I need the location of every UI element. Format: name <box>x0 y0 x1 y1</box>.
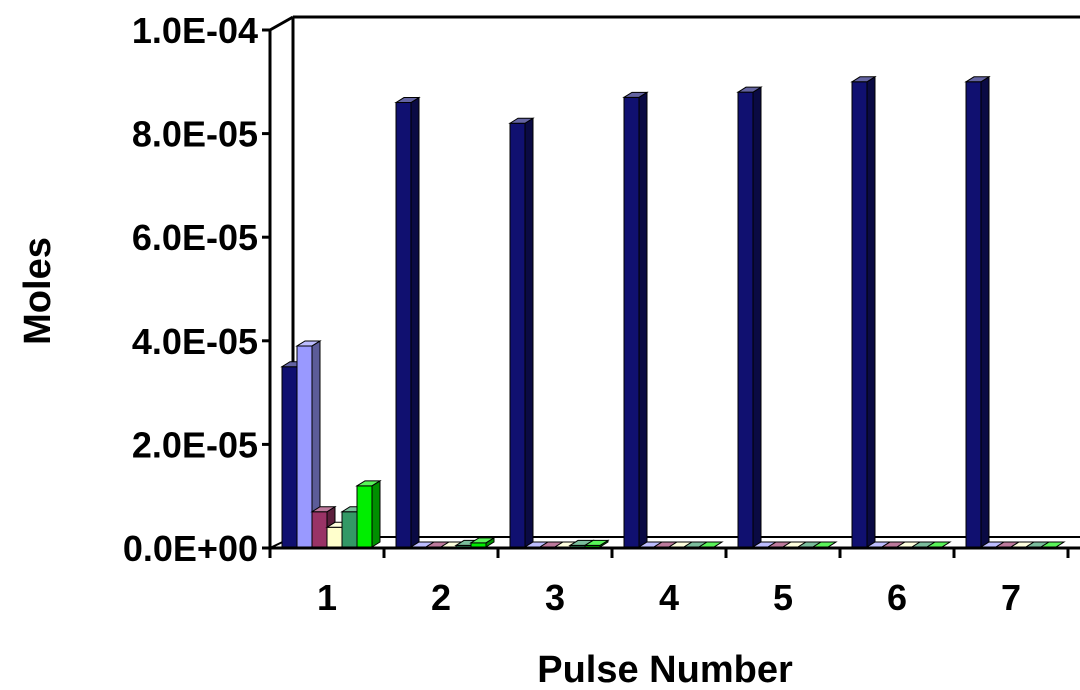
x-tick-label: 4 <box>659 577 679 618</box>
chart-walls <box>268 15 1080 549</box>
y-axis-title: Moles <box>17 237 59 345</box>
x-tick-label: 3 <box>545 577 565 618</box>
x-tick-label: 5 <box>773 577 793 618</box>
bar <box>295 340 322 548</box>
bar <box>736 86 763 548</box>
y-tick-label: 2.0E-05 <box>132 424 258 465</box>
bar <box>394 96 421 548</box>
x-tick-marks <box>268 548 1070 558</box>
x-tick-labels: 1 2 3 4 5 6 7 <box>317 577 1021 618</box>
bar <box>964 75 991 548</box>
x-tick-label: 2 <box>431 577 451 618</box>
wall-top-corner <box>269 15 294 32</box>
y-tick-label: 1.0E-04 <box>132 10 258 51</box>
y-tick-label: 8.0E-05 <box>132 114 258 155</box>
x-tick-label: 7 <box>1001 577 1021 618</box>
x-axis-title: Pulse Number <box>537 649 793 690</box>
y-tick-label: 6.0E-05 <box>132 217 258 258</box>
bar <box>622 91 649 548</box>
x-tick-label: 6 <box>887 577 907 618</box>
bar <box>508 117 535 548</box>
bars <box>280 75 1066 548</box>
bar <box>355 479 382 548</box>
y-tick-label: 0.0E+00 <box>123 528 258 569</box>
y-tick-marks <box>262 28 270 550</box>
bar <box>850 75 877 548</box>
y-tick-label: 4.0E-05 <box>132 321 258 362</box>
x-tick-label: 1 <box>317 577 337 618</box>
bar <box>469 536 496 548</box>
y-tick-labels: 0.0E+00 2.0E-05 4.0E-05 6.0E-05 8.0E-05 1.0E-… <box>123 10 258 569</box>
